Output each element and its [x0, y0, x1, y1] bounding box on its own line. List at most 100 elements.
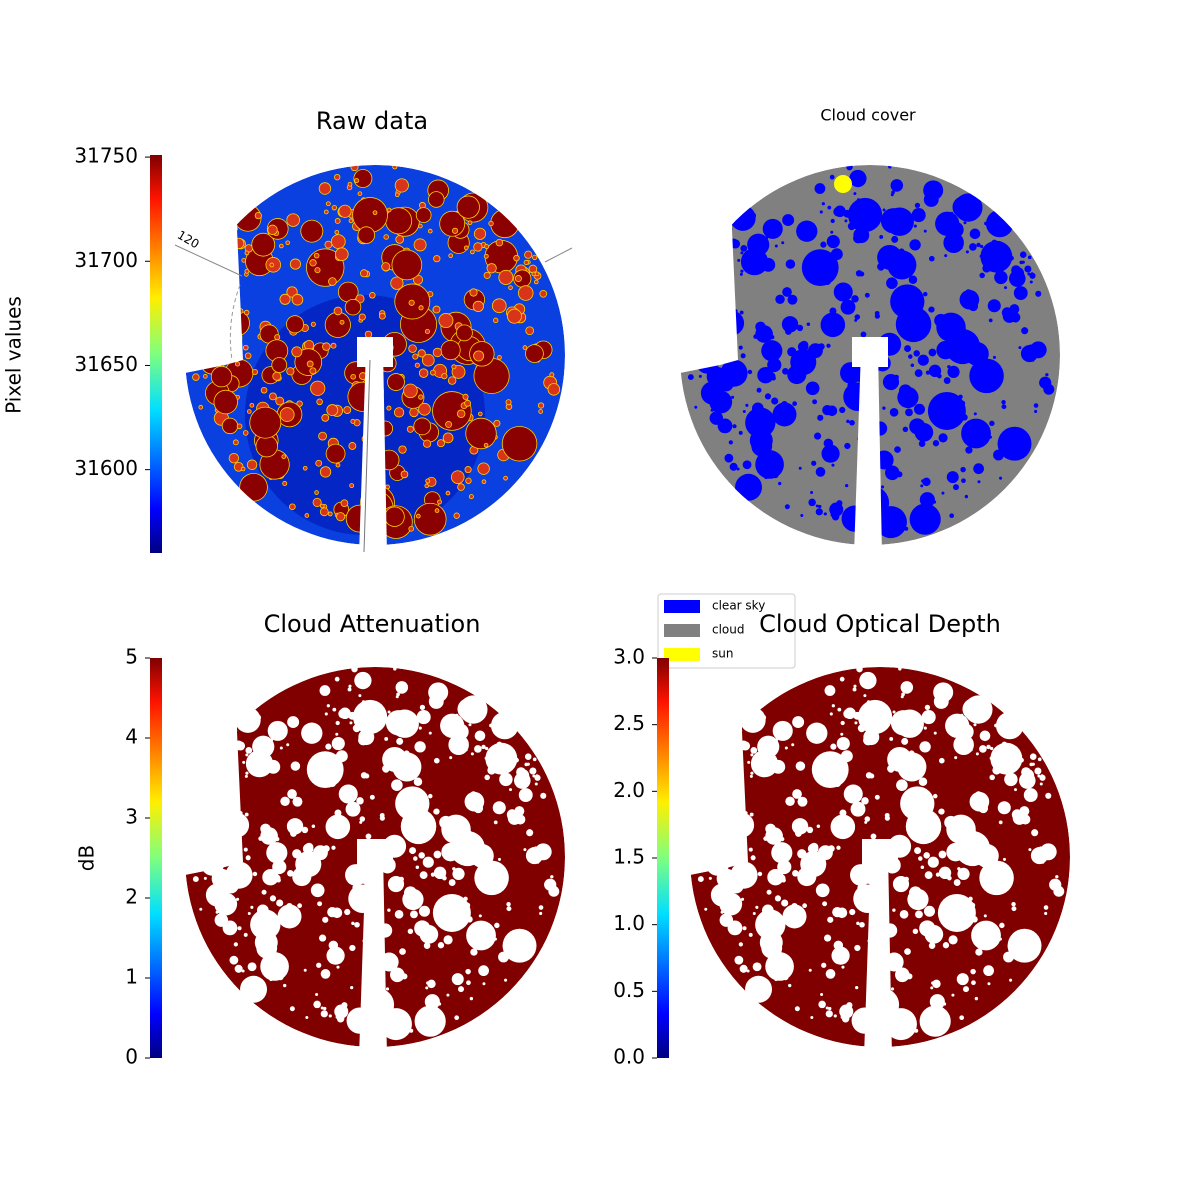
panel-title: Cloud Optical Depth	[759, 610, 1001, 638]
blob	[287, 716, 300, 729]
blob	[853, 192, 857, 196]
blob	[929, 994, 945, 1010]
blob	[250, 905, 254, 909]
blob	[757, 367, 774, 384]
blob	[233, 238, 244, 249]
blob	[287, 870, 294, 877]
blob	[809, 253, 814, 258]
blob	[890, 1009, 909, 1029]
blob	[234, 227, 238, 231]
blob	[272, 859, 287, 875]
blob	[855, 985, 859, 990]
blob	[1029, 280, 1033, 284]
blob	[840, 299, 856, 315]
blob	[792, 870, 799, 877]
blob	[244, 310, 249, 315]
blob	[391, 779, 403, 791]
blob	[961, 827, 978, 843]
blob	[351, 163, 358, 171]
blob	[774, 895, 782, 902]
blob	[484, 443, 488, 447]
blob	[385, 208, 412, 234]
blob	[470, 791, 477, 798]
blob	[428, 694, 444, 709]
polar-grid	[363, 359, 371, 553]
blob	[1023, 788, 1038, 802]
blob	[889, 408, 899, 417]
blob	[913, 403, 926, 415]
blob	[899, 910, 909, 919]
blob	[836, 737, 850, 751]
blob	[915, 910, 923, 919]
polar-grid	[229, 284, 241, 361]
blob	[261, 387, 267, 393]
blob	[839, 406, 846, 414]
blob	[349, 944, 356, 952]
blob	[785, 259, 796, 269]
blob	[806, 322, 811, 327]
blob	[385, 507, 404, 527]
blob	[1043, 383, 1055, 395]
blob	[532, 757, 537, 762]
blob	[384, 343, 393, 352]
blob	[1030, 847, 1048, 865]
blob	[979, 730, 991, 742]
blob	[356, 797, 364, 805]
blob	[883, 923, 898, 938]
blob	[407, 426, 414, 432]
blob	[1009, 255, 1014, 261]
blob	[391, 277, 403, 289]
blob	[373, 211, 377, 215]
blob	[437, 1002, 442, 1006]
blob	[739, 964, 748, 973]
blob	[320, 1006, 324, 1010]
blob	[738, 740, 749, 751]
blob	[283, 983, 287, 988]
blob	[845, 483, 849, 488]
blob	[244, 272, 248, 276]
blob	[829, 174, 835, 180]
blob	[925, 370, 931, 375]
blob	[846, 1002, 853, 1009]
blob	[823, 512, 827, 516]
blob	[1027, 255, 1032, 260]
blob	[454, 1015, 460, 1021]
blob	[1037, 774, 1041, 778]
blob	[245, 771, 249, 775]
blob	[770, 334, 775, 340]
blob	[853, 684, 857, 688]
blob	[1037, 757, 1042, 762]
blob	[963, 986, 969, 993]
blob	[817, 414, 824, 421]
blob	[857, 436, 863, 442]
blob	[428, 731, 432, 735]
blob	[484, 756, 488, 760]
blob	[1034, 767, 1042, 775]
blob	[301, 826, 309, 834]
colorbar-tick-label: 1.5	[613, 845, 645, 869]
blob	[203, 876, 207, 880]
blob	[457, 912, 465, 920]
blob	[494, 922, 500, 929]
blob	[987, 299, 1001, 313]
blob	[242, 258, 246, 262]
blob	[422, 856, 434, 868]
blob	[974, 996, 979, 1001]
blob	[395, 695, 399, 699]
blob	[755, 905, 759, 909]
blob	[470, 289, 477, 296]
blob	[256, 435, 278, 457]
blob	[857, 699, 893, 735]
blob	[763, 225, 772, 235]
blob	[446, 993, 450, 997]
blob	[532, 272, 536, 276]
blob	[252, 369, 258, 375]
blob	[392, 752, 422, 782]
blob	[458, 986, 464, 993]
blob	[199, 405, 203, 409]
blob	[304, 340, 314, 350]
blob	[989, 420, 995, 427]
blob	[214, 892, 238, 916]
blob	[906, 973, 913, 980]
blob	[485, 746, 489, 751]
